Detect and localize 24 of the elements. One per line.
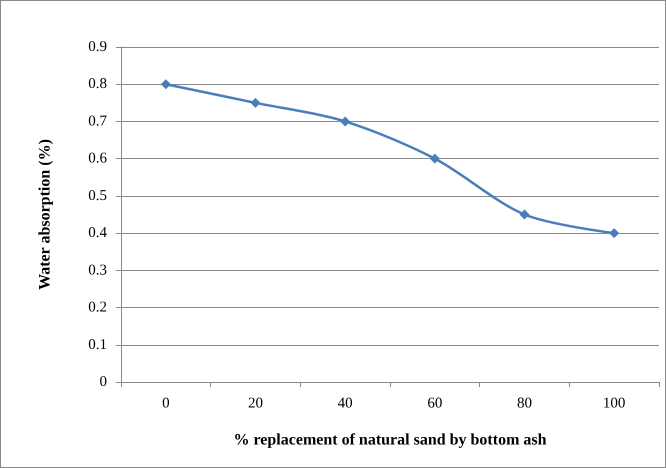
y-tick-label: 0.7 bbox=[88, 113, 108, 130]
y-axis-title: Water absorption (%) bbox=[36, 139, 54, 290]
point bbox=[160, 79, 171, 90]
point bbox=[520, 210, 530, 220]
x-tick-label: 80 bbox=[517, 396, 532, 412]
y-tick-label: 0 bbox=[100, 374, 107, 390]
y-tick-label: 0.5 bbox=[88, 188, 107, 204]
y-tick-label: 0.2 bbox=[88, 300, 107, 316]
y-tick-label: 0.9 bbox=[88, 39, 107, 55]
x-tick-label: 40 bbox=[338, 396, 353, 412]
y-tick-label: 0.1 bbox=[88, 336, 107, 353]
x-axis-title: % replacement of natural sand by bottom ash bbox=[233, 432, 547, 448]
point bbox=[340, 116, 350, 126]
point bbox=[250, 98, 260, 108]
y-tick-label: 0.6 bbox=[88, 150, 108, 167]
point bbox=[430, 154, 440, 164]
x-tick-label: 20 bbox=[248, 396, 263, 412]
x-tick-label: 0 bbox=[162, 396, 170, 412]
x-tick-label: 60 bbox=[427, 396, 442, 412]
x-tick-label: 100 bbox=[602, 396, 626, 412]
y-tick-label: 0.8 bbox=[88, 76, 107, 92]
y-tick-label: 0.4 bbox=[88, 225, 108, 242]
y-tick-label: 0.3 bbox=[88, 262, 107, 278]
point bbox=[609, 228, 620, 238]
